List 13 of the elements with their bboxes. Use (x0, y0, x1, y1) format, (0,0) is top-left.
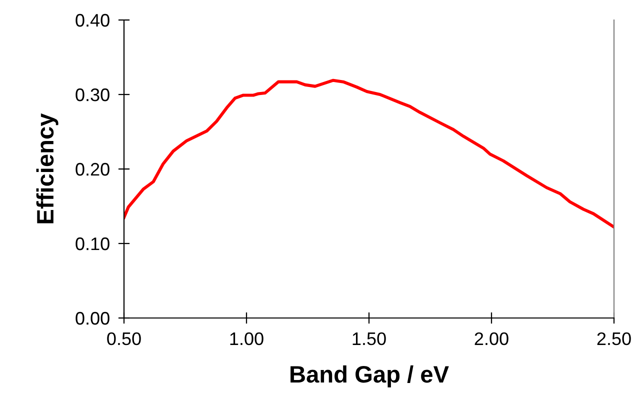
y-tick-label: 0.30 (76, 88, 110, 102)
x-tick-label: 1.00 (230, 332, 264, 346)
y-tick-label: 0.40 (76, 14, 110, 27)
x-tick-label: 2.00 (474, 332, 508, 346)
line-series (124, 78, 614, 229)
x-axis-title: Band Gap / eV (290, 365, 449, 388)
y-tick-label: 0.20 (76, 162, 110, 176)
x-tick-label: 1.50 (352, 332, 386, 346)
y-axis-title: Efficiency (36, 113, 58, 224)
x-tick-label: 2.50 (597, 332, 631, 346)
y-tick-label: 0.10 (76, 237, 110, 250)
x-tick-label: 0.50 (107, 332, 141, 346)
y-tick-label: 0.00 (76, 312, 110, 325)
